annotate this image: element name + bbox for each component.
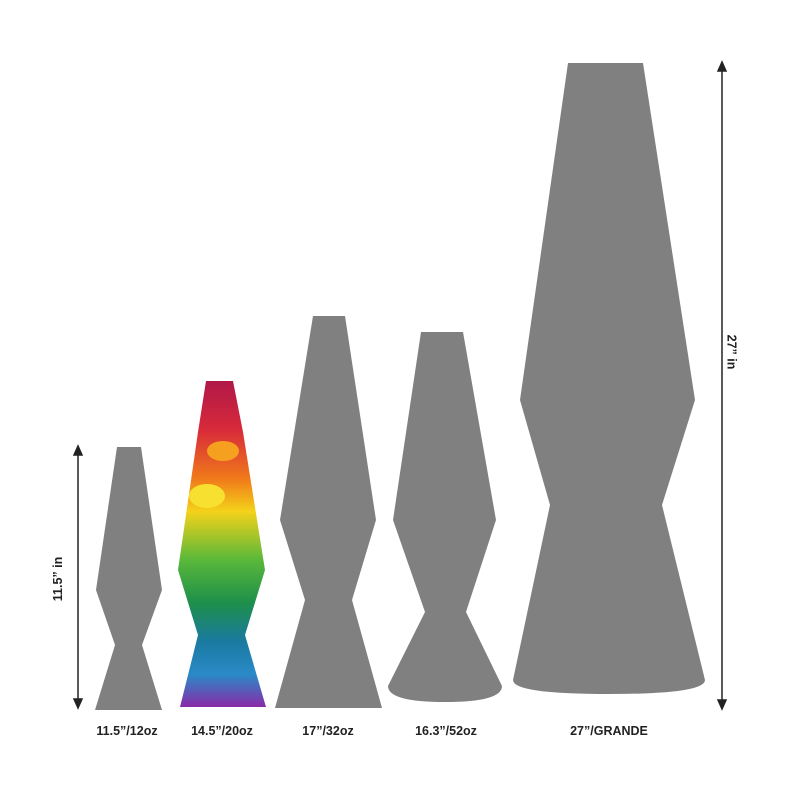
lamp-silhouette-grande	[513, 63, 705, 694]
lamp-label: 17”/32oz	[302, 724, 354, 738]
lamp-label: 14.5”/20oz	[191, 724, 253, 738]
lamp-label: 16.3”/52oz	[415, 724, 477, 738]
lamp-silhouette-32oz	[275, 316, 382, 708]
lamp-label: 11.5”/12oz	[96, 724, 158, 738]
height-label-right: 27” in	[724, 334, 739, 370]
lava-blob	[189, 484, 225, 508]
lamp-silhouette-12oz	[95, 447, 162, 710]
lamp-silhouette-52oz	[388, 332, 502, 702]
height-label-left: 11.5” in	[51, 556, 66, 602]
lamp-rainbow-20oz	[178, 381, 266, 707]
lava-blob	[207, 441, 239, 461]
lamp-label: 27”/GRANDE	[570, 724, 648, 738]
